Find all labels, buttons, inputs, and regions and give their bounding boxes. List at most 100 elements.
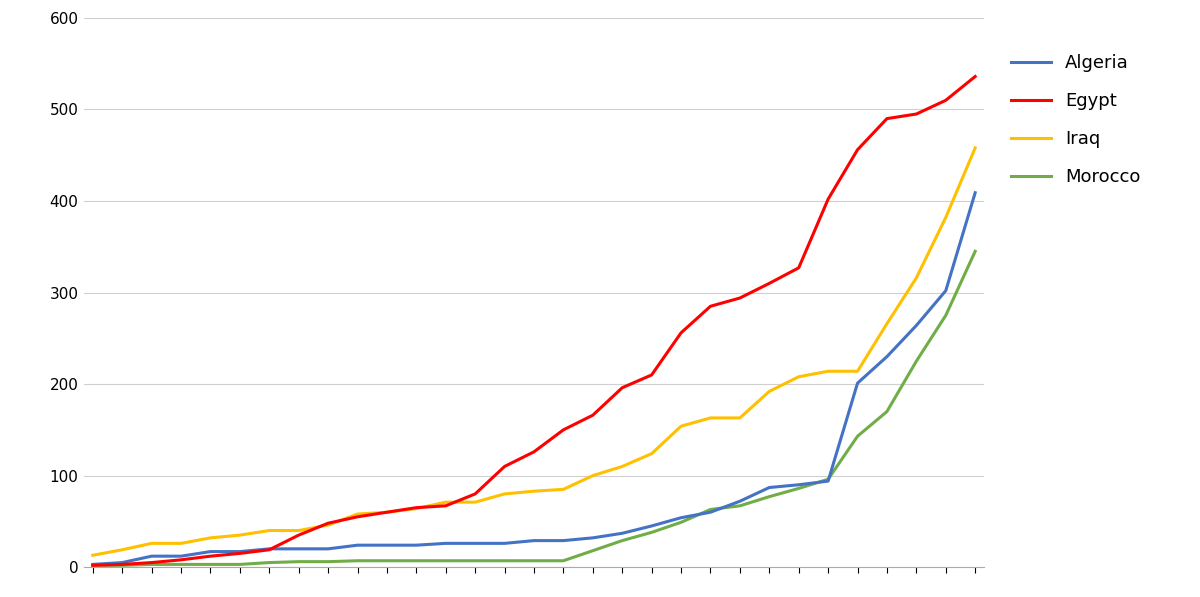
Egypt [616, 384, 630, 391]
Morocco [527, 557, 541, 564]
Iraq [438, 498, 452, 506]
Iraq [938, 214, 953, 221]
Algeria [233, 548, 247, 555]
Line: Algeria: Algeria [92, 193, 976, 564]
Morocco [379, 557, 394, 564]
Egypt [644, 371, 659, 378]
Algeria [616, 530, 630, 537]
Algeria [821, 478, 835, 485]
Egypt [703, 303, 718, 310]
Egypt [497, 463, 511, 470]
Algeria [144, 553, 158, 560]
Egypt [557, 426, 571, 433]
Iraq [320, 521, 335, 528]
Egypt [320, 519, 335, 527]
Iraq [557, 486, 571, 493]
Morocco [644, 529, 659, 536]
Egypt [733, 294, 748, 301]
Algeria [968, 189, 983, 196]
Morocco [821, 476, 835, 483]
Algeria [350, 541, 365, 549]
Egypt [821, 196, 835, 203]
Iraq [85, 552, 100, 559]
Algeria [262, 545, 276, 552]
Iraq [792, 373, 806, 380]
Iraq [174, 540, 188, 547]
Morocco [616, 537, 630, 544]
Iraq [616, 463, 630, 470]
Algeria [527, 537, 541, 544]
Morocco [762, 493, 776, 500]
Iraq [821, 368, 835, 375]
Line: Egypt: Egypt [92, 76, 976, 565]
Morocco [85, 562, 100, 569]
Egypt [762, 280, 776, 287]
Iraq [880, 320, 894, 327]
Egypt [910, 110, 924, 118]
Morocco [497, 557, 511, 564]
Iraq [468, 498, 482, 506]
Iraq [233, 531, 247, 538]
Morocco [880, 408, 894, 415]
Algeria [762, 484, 776, 491]
Egypt [968, 73, 983, 80]
Algeria [910, 322, 924, 329]
Morocco [438, 557, 452, 564]
Iraq [851, 368, 865, 375]
Morocco [674, 519, 689, 526]
Algeria [733, 498, 748, 505]
Egypt [468, 490, 482, 497]
Line: Iraq: Iraq [92, 148, 976, 555]
Morocco [409, 557, 424, 564]
Morocco [262, 559, 276, 566]
Morocco [733, 502, 748, 509]
Algeria [203, 548, 217, 555]
Iraq [733, 414, 748, 421]
Morocco [557, 557, 571, 564]
Egypt [174, 556, 188, 564]
Morocco [233, 561, 247, 568]
Morocco [851, 433, 865, 440]
Algeria [438, 540, 452, 547]
Legend: Algeria, Egypt, Iraq, Morocco: Algeria, Egypt, Iraq, Morocco [1012, 54, 1140, 186]
Egypt [292, 531, 306, 538]
Morocco [968, 248, 983, 255]
Morocco [350, 557, 365, 564]
Iraq [586, 472, 600, 479]
Iraq [350, 510, 365, 518]
Iraq [115, 546, 130, 553]
Egypt [409, 504, 424, 511]
Iraq [644, 450, 659, 457]
Algeria [409, 541, 424, 549]
Algeria [115, 559, 130, 566]
Egypt [438, 502, 452, 509]
Algeria [938, 287, 953, 294]
Algeria [557, 537, 571, 544]
Iraq [409, 505, 424, 512]
Egypt [262, 546, 276, 553]
Egypt [527, 448, 541, 456]
Morocco [203, 561, 217, 568]
Egypt [880, 115, 894, 122]
Morocco [586, 547, 600, 554]
Morocco [910, 358, 924, 365]
Morocco [938, 312, 953, 319]
Egypt [115, 561, 130, 568]
Morocco [703, 506, 718, 513]
Egypt [586, 411, 600, 418]
Egypt [851, 146, 865, 153]
Algeria [880, 353, 894, 360]
Algeria [468, 540, 482, 547]
Egypt [379, 509, 394, 516]
Iraq [379, 509, 394, 516]
Iraq [292, 527, 306, 534]
Iraq [262, 527, 276, 534]
Egypt [85, 562, 100, 569]
Algeria [586, 534, 600, 541]
Algeria [379, 541, 394, 549]
Iraq [910, 274, 924, 281]
Iraq [144, 540, 158, 547]
Iraq [497, 490, 511, 497]
Iraq [968, 144, 983, 152]
Morocco [115, 562, 130, 569]
